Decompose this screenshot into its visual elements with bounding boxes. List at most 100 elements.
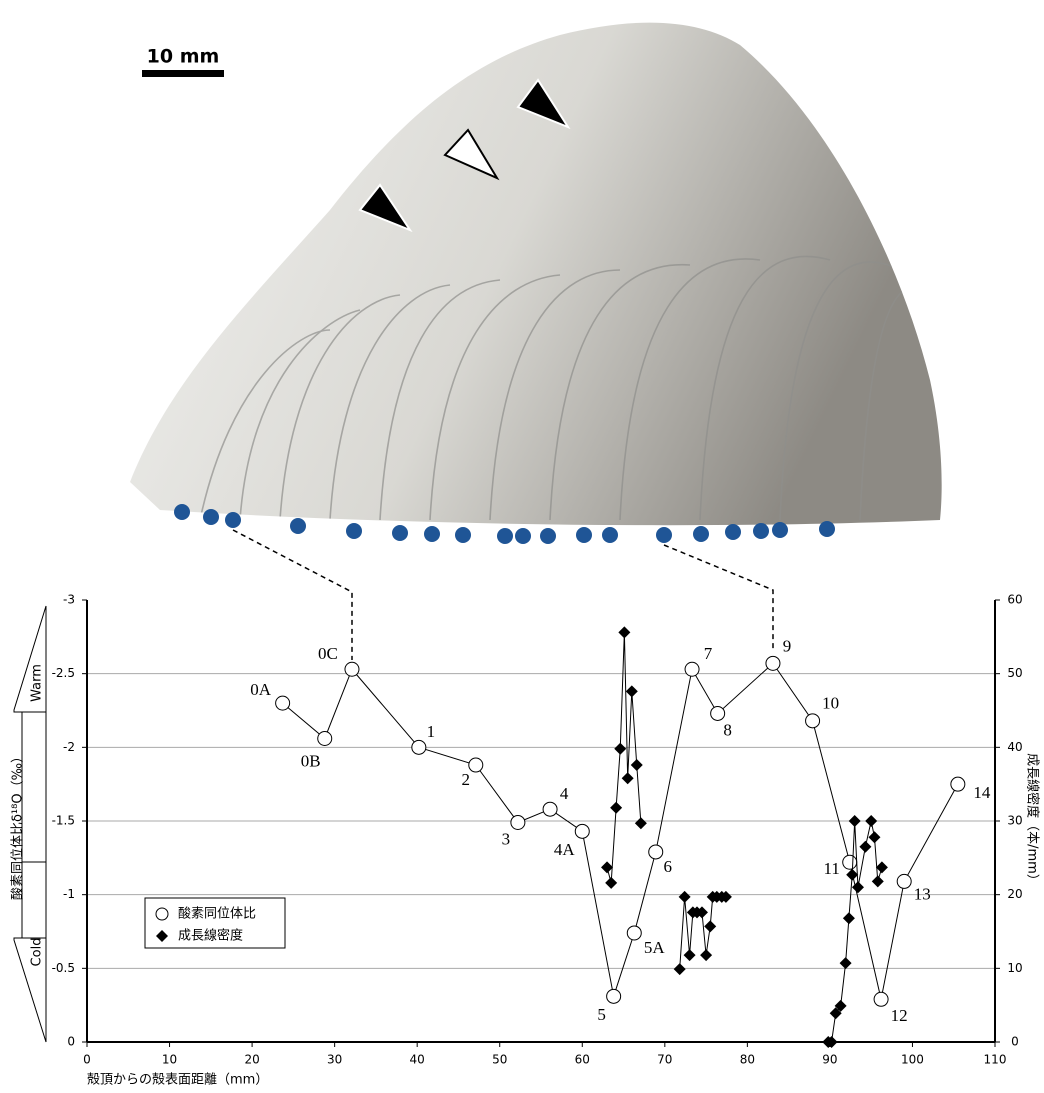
y-tick-label: -1 — [63, 887, 75, 901]
data-point — [627, 926, 641, 940]
data-point — [865, 815, 877, 827]
data-point — [605, 877, 617, 889]
data-point — [684, 949, 696, 961]
data-point — [859, 841, 871, 853]
x-tick-label: 110 — [984, 1053, 1007, 1067]
point-label: 0C — [318, 644, 338, 663]
warm-label: Warm — [30, 664, 45, 702]
point-label: 0A — [250, 680, 272, 699]
point-label: 12 — [891, 1006, 908, 1025]
x-tick-label: 80 — [740, 1053, 755, 1067]
data-point — [897, 874, 911, 888]
point-label: 2 — [462, 770, 471, 789]
y2-tick-label: 20 — [1007, 887, 1022, 901]
y2-tick-label: 0 — [1011, 1035, 1019, 1049]
point-label: 0B — [301, 751, 321, 770]
data-point — [318, 731, 332, 745]
x-tick-label: 90 — [822, 1053, 837, 1067]
x-tick-label: 100 — [901, 1053, 924, 1067]
data-point — [951, 777, 965, 791]
data-point — [679, 891, 691, 903]
data-point — [704, 920, 716, 932]
y-tick-label: -2 — [63, 740, 75, 754]
data-point — [469, 758, 483, 772]
legend-label: 酸素同位体比 — [178, 907, 256, 922]
data-point — [412, 740, 426, 754]
point-label: 7 — [704, 644, 713, 663]
figure: 10 mm Warm Cold 酸素同位体比δ¹⁸O（‰） 成長線密度（本/mm… — [0, 0, 1044, 1093]
data-point — [711, 706, 725, 720]
point-label: 3 — [502, 829, 511, 848]
data-point — [766, 656, 780, 670]
data-point — [685, 662, 699, 676]
data-point — [700, 949, 712, 961]
data-point — [874, 992, 888, 1006]
x-tick-label: 70 — [657, 1053, 672, 1067]
data-point — [635, 817, 647, 829]
data-point — [849, 815, 861, 827]
y-tick-label: 0 — [67, 1035, 75, 1049]
legend-marker — [156, 908, 168, 920]
x-tick-label: 10 — [162, 1053, 177, 1067]
data-point — [345, 662, 359, 676]
data-point — [843, 855, 857, 869]
point-label: 4A — [554, 840, 576, 859]
data-point — [601, 861, 613, 873]
series-line — [607, 632, 882, 1042]
data-point — [649, 845, 663, 859]
x-tick-label: 50 — [492, 1053, 507, 1067]
legend-label: 成長線密度 — [178, 928, 243, 944]
point-label: 9 — [783, 636, 792, 655]
data-point — [610, 802, 622, 814]
data-point — [276, 696, 290, 710]
x-tick-label: 20 — [244, 1053, 259, 1067]
x-tick-label: 0 — [83, 1053, 91, 1067]
data-point — [511, 815, 525, 829]
y-tick-label: -0.5 — [52, 961, 75, 975]
data-point — [622, 772, 634, 784]
point-label: 11 — [824, 859, 840, 878]
series-line — [283, 663, 958, 999]
point-label: 14 — [973, 783, 991, 802]
scale-bar-label: 10 mm — [147, 46, 220, 68]
data-point — [607, 989, 621, 1003]
data-point — [876, 861, 888, 873]
y2-tick-label: 40 — [1007, 740, 1022, 754]
y2-tick-label: 50 — [1007, 666, 1022, 680]
cold-label: Cold — [30, 938, 45, 967]
data-point — [852, 881, 864, 893]
data-point — [674, 963, 686, 975]
data-point — [618, 626, 630, 638]
data-point — [626, 685, 638, 697]
shell-photo: 10 mm — [130, 23, 942, 526]
data-point — [575, 824, 589, 838]
data-point — [840, 957, 852, 969]
point-label: 6 — [663, 857, 672, 876]
point-label: 4 — [560, 784, 569, 803]
point-label: 8 — [723, 720, 732, 739]
connector-lines — [233, 530, 773, 660]
y2-tick-label: 30 — [1007, 814, 1022, 828]
point-label: 1 — [427, 722, 436, 741]
data-point — [843, 912, 855, 924]
y-tick-label: -2.5 — [52, 666, 75, 680]
y2-tick-label: 60 — [1007, 593, 1022, 607]
point-label: 5 — [597, 1005, 606, 1024]
data-point — [614, 743, 626, 755]
data-point — [631, 759, 643, 771]
point-label: 10 — [822, 694, 839, 713]
x-tick-label: 60 — [575, 1053, 590, 1067]
data-point — [868, 831, 880, 843]
x-axis-label: 殻頂からの殻表面距離（mm） — [87, 1073, 268, 1088]
data-point — [872, 875, 884, 887]
y-tick-label: -3 — [63, 593, 75, 607]
x-tick-label: 30 — [327, 1053, 342, 1067]
y-tick-label: -1.5 — [52, 814, 75, 828]
y-axis-label: 酸素同位体比δ¹⁸O（‰） — [11, 750, 26, 900]
data-point — [806, 714, 820, 728]
y2-tick-label: 10 — [1007, 961, 1022, 975]
y2-axis-label: 成長線密度（本/mm） — [1025, 753, 1041, 887]
point-label: 13 — [914, 884, 931, 903]
data-point — [543, 802, 557, 816]
